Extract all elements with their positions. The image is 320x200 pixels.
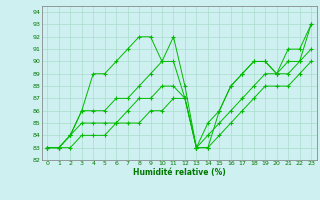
- X-axis label: Humidité relative (%): Humidité relative (%): [133, 168, 226, 177]
